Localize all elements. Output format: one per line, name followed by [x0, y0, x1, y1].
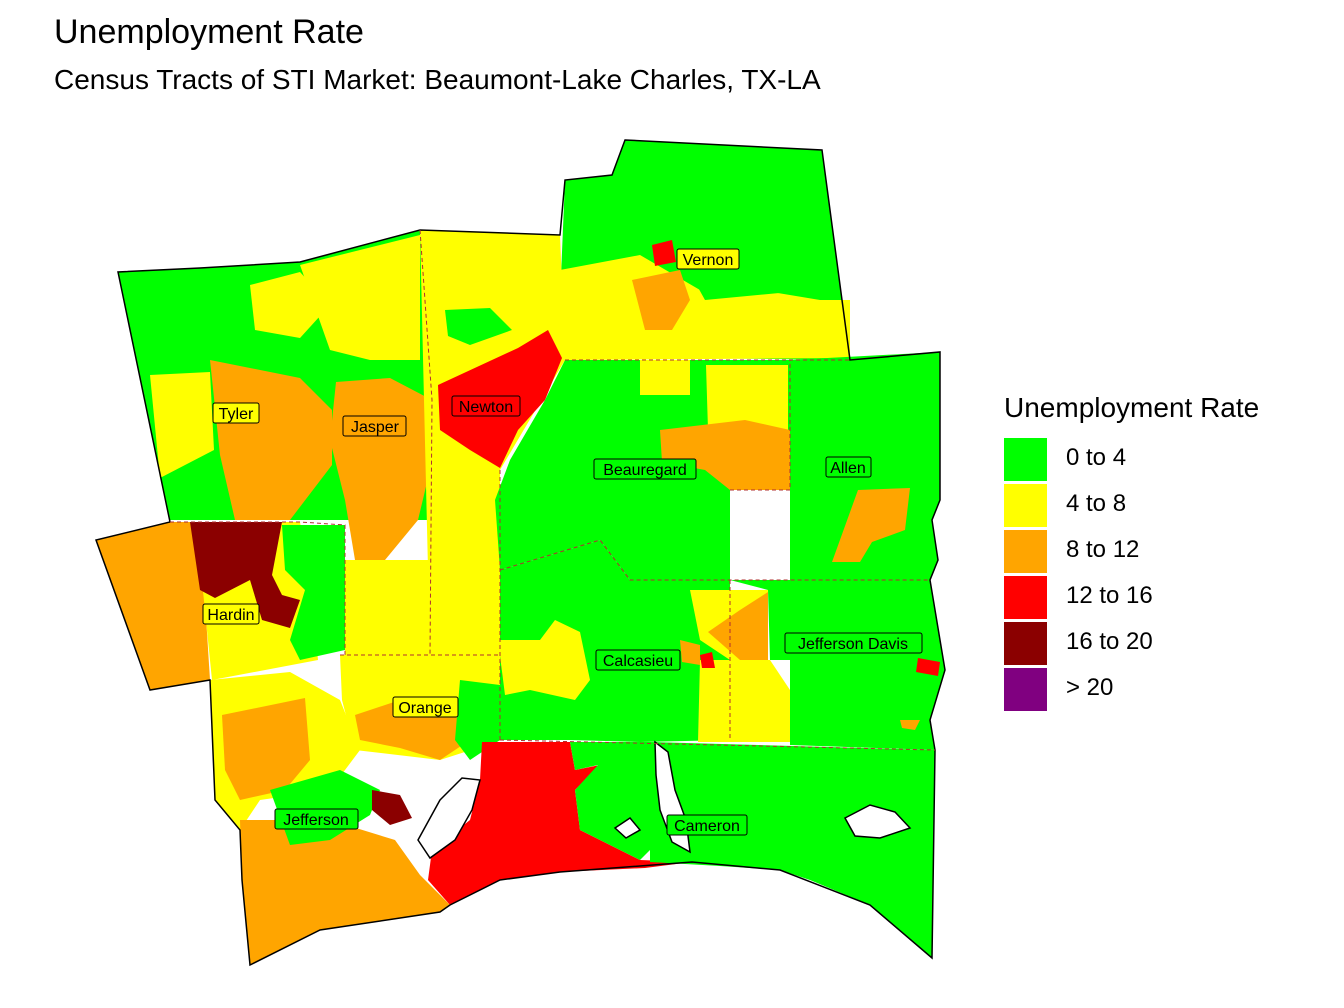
tract-jefferson-davis-orange: [900, 720, 920, 730]
svg-text:Vernon: Vernon: [683, 252, 734, 269]
tract-beauregard-orange: [660, 420, 790, 490]
tract-hardin-green: [282, 525, 345, 660]
svg-text:Jefferson: Jefferson: [283, 812, 349, 829]
legend-swatch: [1004, 622, 1047, 665]
county-label-hardin: Hardin: [202, 603, 260, 625]
tract-beauregard-yellow: [706, 365, 788, 440]
map-subtitle: Census Tracts of STI Market: Beaumont-La…: [54, 64, 821, 95]
tract-beauregard-yellow-north: [640, 360, 690, 395]
county-label-tyler: Tyler: [212, 402, 260, 424]
legend-label: 0 to 4: [1066, 444, 1127, 471]
county-label-calcasieu: Calcasieu: [595, 649, 681, 671]
tract-calcasieu-yellow-west: [498, 620, 590, 700]
county-labels: Vernon Tyler Jasper Newton Beauregard Al…: [202, 248, 923, 836]
legend-item: 4 to 8: [1004, 482, 1259, 528]
tract-hardin-darkred: [190, 522, 300, 628]
legend-label: 4 to 8: [1066, 490, 1127, 517]
legend-label: 16 to 20: [1066, 628, 1153, 655]
legend-swatch: [1004, 576, 1047, 619]
tract-cameron-red: [428, 742, 692, 905]
county-boundaries: [170, 229, 936, 751]
tract-jefferson-orange: [240, 820, 450, 965]
legend-label: 12 to 16: [1066, 582, 1153, 609]
svg-text:Calcasieu: Calcasieu: [603, 653, 673, 670]
county-label-orange: Orange: [392, 696, 459, 718]
map-title: Unemployment Rate: [54, 13, 364, 51]
county-label-newton: Newton: [451, 395, 521, 417]
legend-item: 8 to 12: [1004, 528, 1259, 574]
legend-swatch: [1004, 484, 1047, 527]
svg-text:Tyler: Tyler: [219, 406, 254, 423]
svg-text:Beauregard: Beauregard: [603, 462, 687, 479]
tract-vernon-red: [652, 240, 676, 266]
legend-label: 8 to 12: [1066, 536, 1140, 563]
tract-tyler-yellow: [150, 372, 214, 478]
svg-text:Jefferson Davis: Jefferson Davis: [798, 636, 908, 653]
legend-title: Unemployment Rate: [1004, 392, 1260, 423]
legend-item: 0 to 4: [1004, 436, 1259, 482]
county-label-jasper: Jasper: [342, 415, 407, 437]
county-label-beauregard: Beauregard: [593, 458, 697, 480]
tract-vernon-south: [555, 255, 850, 360]
legend-item: 12 to 16: [1004, 574, 1259, 620]
market-outline: [95, 139, 946, 967]
legend-swatch: [1004, 530, 1047, 573]
county-label-cameron: Cameron: [666, 814, 748, 836]
svg-text:Allen: Allen: [830, 460, 866, 477]
tract-calcasieu-orange-small: [680, 640, 700, 665]
tract-jasper-north-yellow: [300, 235, 420, 360]
tract-vernon-orange: [632, 270, 690, 330]
tract-calcasieu-orange: [708, 592, 768, 660]
svg-text:Cameron: Cameron: [674, 818, 740, 835]
svg-text:Jasper: Jasper: [351, 419, 400, 436]
county-label-jefferson: Jefferson: [274, 808, 359, 830]
tract-allen-orange: [832, 488, 910, 562]
tract-jefferson-orange-west: [222, 698, 310, 800]
lake-small: [613, 817, 642, 839]
county-label-vernon: Vernon: [676, 248, 740, 270]
lake-sabine: [417, 777, 481, 860]
tract-hardin-west: [96, 522, 210, 690]
tract-cameron-green-east: [650, 742, 935, 958]
legend-item: 16 to 20: [1004, 620, 1259, 666]
tract-jefferson-davis: [730, 580, 945, 750]
tract-newton-green: [445, 308, 512, 345]
legend-swatch: [1004, 668, 1047, 711]
county-label-allen: Allen: [825, 456, 872, 478]
tract-polygons: [96, 140, 945, 965]
tract-jefferson-darkred: [372, 790, 412, 825]
svg-text:Newton: Newton: [459, 399, 513, 416]
svg-text:Hardin: Hardin: [207, 607, 254, 624]
legend-item: > 20: [1004, 666, 1259, 712]
tract-jasper-yellow-south: [345, 560, 432, 655]
tract-orange-green: [455, 680, 500, 760]
svg-text:Orange: Orange: [398, 700, 451, 717]
tract-tyler-orange: [210, 360, 332, 520]
tract-jefferson-davis-red: [916, 658, 940, 676]
county-label-jefferson-davis: Jefferson Davis: [784, 632, 923, 654]
lake-grand: [843, 804, 912, 839]
legend-swatch: [1004, 438, 1047, 481]
tract-calcasieu-red: [700, 652, 715, 668]
legend: Unemployment Rate 0 to 4 4 to 8 8 to 12 …: [1004, 390, 1259, 712]
legend-label: > 20: [1066, 674, 1114, 701]
